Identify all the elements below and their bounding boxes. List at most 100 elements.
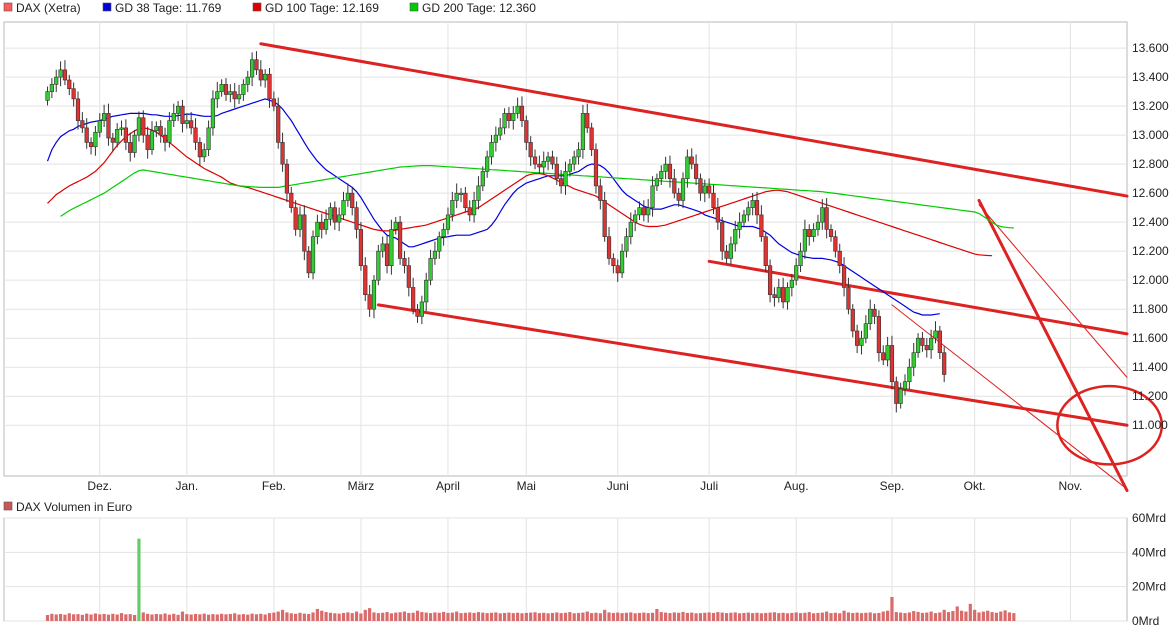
volume-bar [102,613,106,621]
candle [641,200,646,222]
volume-bar [785,613,790,621]
candle [515,97,520,119]
candle [776,278,781,303]
candle [545,151,551,171]
volume-bar [672,612,676,621]
price-y-tick-label: 11.400 [1132,360,1168,374]
candle [162,127,168,152]
volume-bar [777,613,781,621]
candle-body [432,250,438,259]
candle [202,143,207,162]
candle [680,172,686,209]
candle-body [271,98,276,107]
candle [75,91,81,130]
candle [254,51,259,75]
candle [689,148,694,170]
candle-body [424,279,429,303]
target-circle [1056,384,1164,466]
candle-body [350,192,355,208]
candle [332,201,337,230]
volume-bar [859,613,864,621]
gd100-line [47,127,993,257]
price-x-tick-label: April [436,479,460,493]
candle-body [598,185,603,201]
volume-bar [751,613,755,621]
volume-bar [328,612,333,621]
candle-body [807,229,812,237]
price-chart: 13.600 13.400 13.200 13.000 12.800 12.600 12.4… [3,1,1169,493]
price-y-tick-label: 11.200 [1132,389,1168,403]
candle-body [572,156,577,165]
candle-body [315,221,320,237]
volume-bar [516,612,520,621]
candle [450,191,455,222]
candle [733,220,738,252]
volume-bar [894,612,898,621]
candle-body [606,236,612,259]
volume-bar [694,613,698,621]
candle [341,191,346,220]
volume-bar [154,613,158,621]
candle [267,67,272,108]
candle [106,103,111,146]
volume-bar [668,613,672,621]
candle [45,86,50,106]
candle-body [441,229,446,237]
trend-line [376,303,1129,427]
candle-body [920,337,925,346]
volume-bar [646,613,650,621]
candle [324,209,329,235]
candle-body [567,163,572,172]
candle-body [663,163,668,172]
candle [467,200,472,222]
candle-body [245,76,250,85]
candle [585,103,590,133]
candle-body [802,229,807,252]
volume-bar [703,612,707,621]
candle-body [772,294,777,298]
volume-bar [202,613,206,621]
volume-bar [58,613,63,621]
candle [306,246,311,279]
candle-body [776,287,781,298]
volume-bar [568,612,572,621]
candle-body [293,207,298,230]
volume-bar [624,612,629,621]
candle-body [554,163,559,179]
candle [889,335,895,390]
candle [384,235,390,274]
volume-bar [485,613,489,621]
volume-bar [280,609,285,621]
candle [781,277,786,309]
candle [502,108,507,135]
legend-label: GD 200 Tage: 12.360 [422,1,536,15]
volume-bar [986,610,990,621]
candle-body [855,330,860,346]
candle-body [93,131,98,148]
candle [524,115,529,151]
volume-bar [946,612,951,621]
volume-bar [254,614,259,621]
candle-body [67,79,72,90]
candle [88,137,94,155]
volume-bar [664,612,668,621]
volume-bar [920,612,925,621]
candle [250,52,255,87]
volume-bar [607,612,611,621]
candle-body [593,149,599,187]
volume-bar [259,613,263,621]
candle-body [894,381,899,404]
candle [859,330,864,355]
candle-body [463,192,468,208]
candle [841,257,847,297]
volume-bar [324,612,328,621]
candle [232,83,237,108]
legend-item: GD 100 Tage: 12.169 [252,1,379,15]
candle-body [458,192,464,195]
volume-bar [289,613,293,621]
candle [319,213,324,239]
volume-bar [420,612,424,621]
candle [393,217,398,235]
candle [193,118,198,151]
candle [328,202,333,226]
